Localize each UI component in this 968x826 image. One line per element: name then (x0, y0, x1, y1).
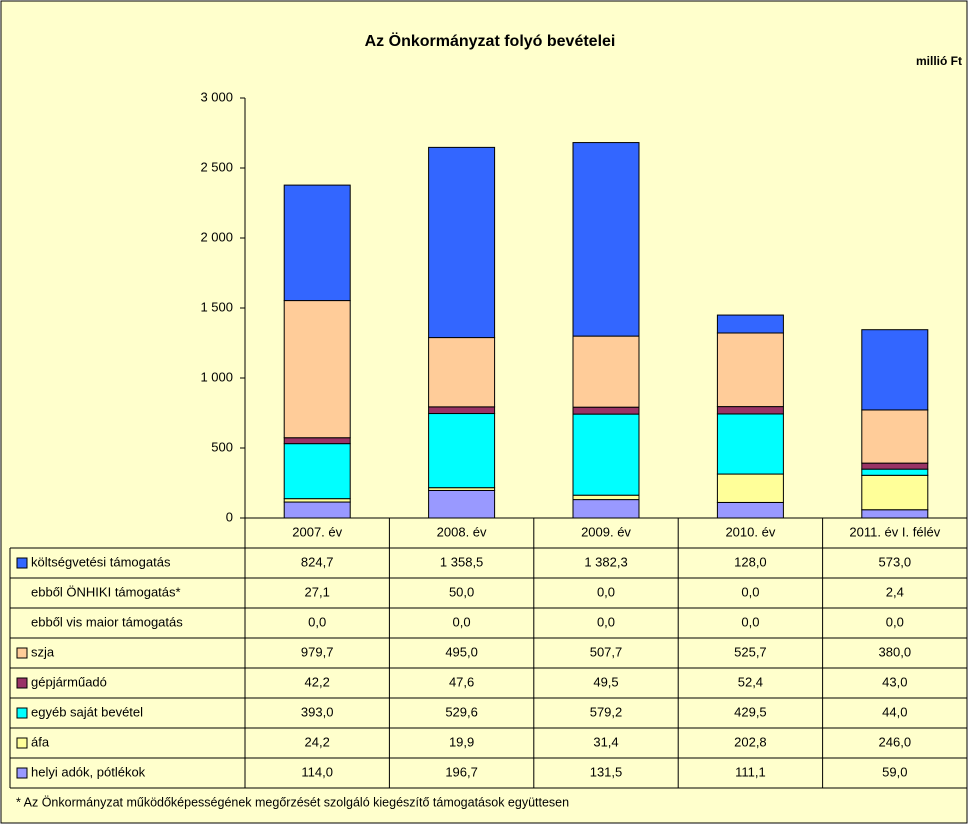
legend-key (16, 557, 28, 569)
table-value: 31,4 (593, 734, 618, 749)
legend-label: helyi adók, pótlékok (31, 764, 146, 779)
x-tick-label: 2009. év (581, 524, 631, 539)
x-tick-label: 2010. év (725, 524, 775, 539)
table-value: 529,6 (445, 704, 478, 719)
bar-segment (283, 184, 351, 302)
legend-key (16, 737, 28, 749)
x-tick-label: 2008. év (437, 524, 487, 539)
table-value: 0,0 (597, 584, 615, 599)
table-value: 246,0 (879, 734, 912, 749)
bar-segment (428, 146, 496, 339)
legend-key (16, 647, 28, 659)
table-value: 507,7 (590, 644, 623, 659)
bar-segment (716, 501, 784, 519)
bar-segment (861, 509, 929, 519)
chart-title: Az Önkormányzat folyó bevételei (365, 31, 616, 50)
bar-segment (716, 314, 784, 334)
table-value: 429,5 (734, 704, 767, 719)
table-value: 824,7 (301, 554, 334, 569)
bar-segment (572, 494, 640, 501)
table-value: 380,0 (879, 644, 912, 659)
bar-segment (861, 409, 929, 464)
table-value: 43,0 (882, 674, 907, 689)
bar-segment (861, 468, 929, 476)
bar-segment (428, 489, 496, 519)
table-value: 1 382,3 (584, 554, 627, 569)
legend-label: ebből vis maior támogatás (31, 614, 183, 629)
table-value: 979,7 (301, 644, 334, 659)
bar-segment (716, 406, 784, 415)
bar-segment (283, 300, 351, 439)
table-value: 196,7 (445, 764, 478, 779)
legend-label: ebből ÖNHIKI támogatás* (31, 584, 181, 599)
y-tick-label: 1 000 (200, 369, 233, 384)
y-tick-label: 0 (226, 509, 233, 524)
unit-label: millió Ft (916, 54, 962, 68)
bar-segment (572, 413, 640, 496)
table-value: 0,0 (308, 614, 326, 629)
bar-segment (861, 462, 929, 470)
bar-segment (716, 473, 784, 503)
table-value: 49,5 (593, 674, 618, 689)
table-value: 0,0 (741, 584, 759, 599)
table-value: 50,0 (449, 584, 474, 599)
table-value: 202,8 (734, 734, 767, 749)
y-tick-label: 1 500 (200, 299, 233, 314)
table-value: 0,0 (453, 614, 471, 629)
table-value: 495,0 (445, 644, 478, 659)
x-tick-label: 2007. év (292, 524, 342, 539)
table-value: 59,0 (882, 764, 907, 779)
bar-segment (716, 332, 784, 408)
legend-key (16, 677, 28, 689)
table-value: 42,2 (305, 674, 330, 689)
table-value: 114,0 (301, 764, 333, 779)
legend-key (16, 767, 28, 779)
bar-segment (572, 499, 640, 519)
table-value: 24,2 (305, 734, 330, 749)
bar-segment (428, 337, 496, 408)
y-tick-label: 3 000 (200, 89, 233, 104)
table-value: 131,5 (590, 764, 623, 779)
legend-label: szja (31, 644, 55, 659)
table-value: 2,4 (886, 584, 904, 599)
legend-label: áfa (31, 734, 50, 749)
bar-segment (861, 329, 929, 411)
x-tick-label: 2011. év I. félév (849, 524, 940, 539)
footnote: * Az Önkormányzat működőképességének meg… (16, 795, 569, 809)
table-value: 111,1 (735, 764, 766, 779)
bar-segment (283, 443, 351, 500)
bar-segment (283, 437, 351, 445)
table-value: 573,0 (879, 554, 912, 569)
bar-segment (283, 501, 351, 519)
y-tick-label: 2 500 (200, 159, 233, 174)
legend-label: költségvetési támogatás (31, 554, 171, 569)
bar-segment (572, 406, 640, 415)
table-value: 0,0 (597, 614, 615, 629)
table-value: 1 358,5 (440, 554, 483, 569)
bar-segment (861, 474, 929, 511)
table-value: 52,4 (738, 674, 763, 689)
table-value: 44,0 (882, 704, 907, 719)
table-value: 128,0 (734, 554, 767, 569)
legend-label: gépjárműadó (31, 674, 107, 689)
bar-segment (572, 142, 640, 337)
bar-segment (283, 498, 351, 503)
bar-segment (716, 413, 784, 475)
table-value: 0,0 (886, 614, 904, 629)
bar-segment (572, 335, 640, 408)
legend-key (16, 707, 28, 719)
table-value: 47,6 (449, 674, 474, 689)
y-tick-label: 2 000 (200, 229, 233, 244)
bar-segment (428, 406, 496, 415)
table-value: 19,9 (449, 734, 474, 749)
table-value: 525,7 (734, 644, 767, 659)
table-value: 27,1 (305, 584, 330, 599)
table-value: 0,0 (741, 614, 759, 629)
bar-segment (428, 413, 496, 489)
table-value: 579,2 (590, 704, 623, 719)
table-value: 393,0 (301, 704, 334, 719)
y-tick-label: 500 (211, 439, 233, 454)
legend-label: egyéb saját bevétel (31, 704, 143, 719)
